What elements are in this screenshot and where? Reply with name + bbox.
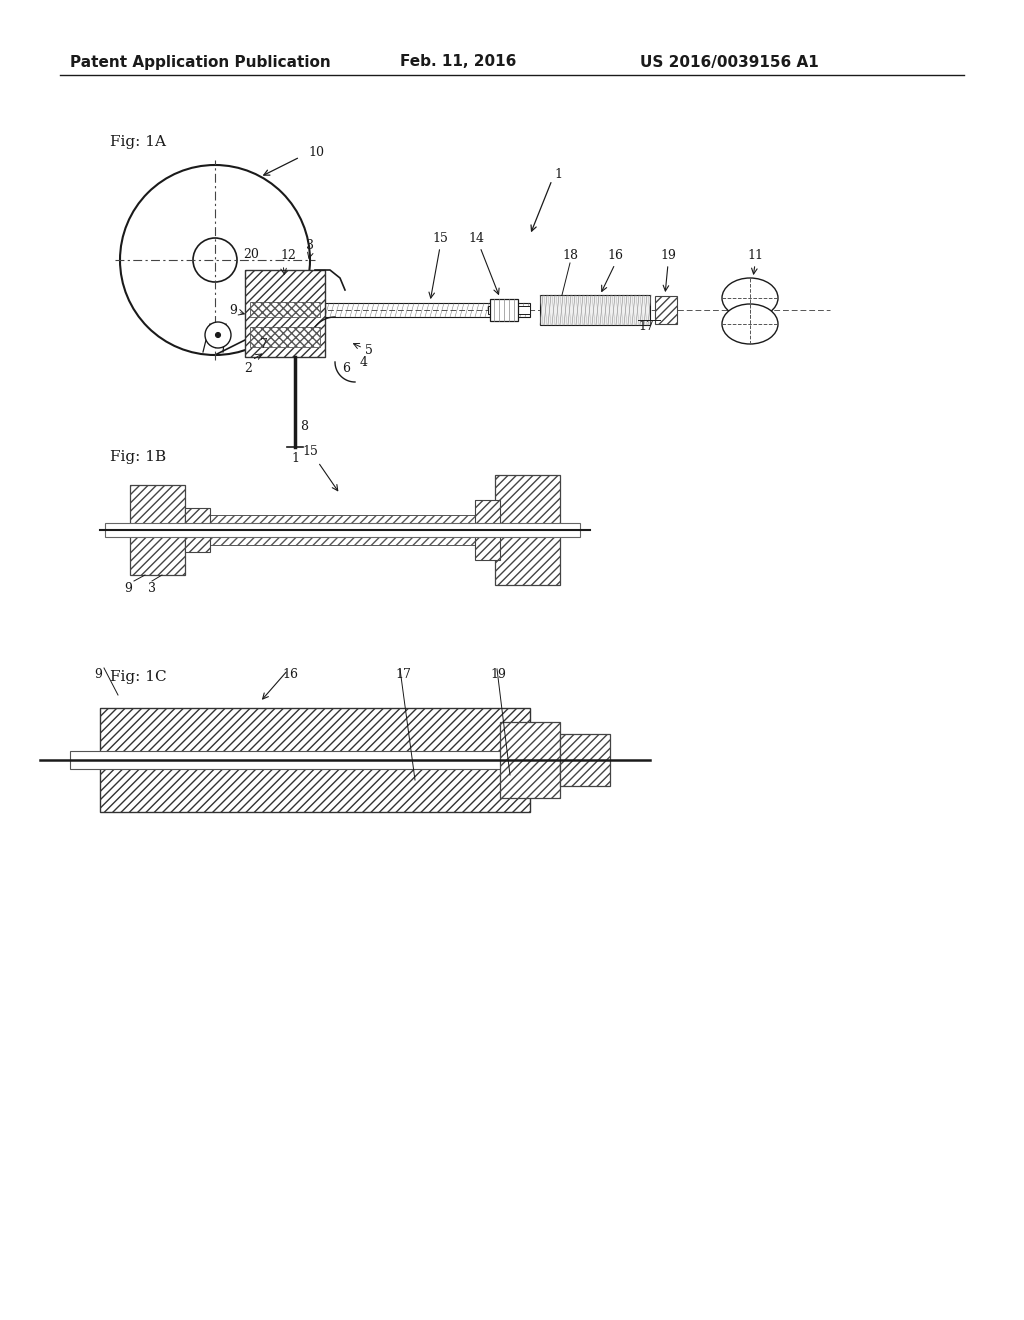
Text: US 2016/0039156 A1: US 2016/0039156 A1 <box>640 54 819 70</box>
Text: 3: 3 <box>306 239 314 252</box>
Text: Fig: 1C: Fig: 1C <box>110 671 167 684</box>
Text: 2: 2 <box>244 362 252 375</box>
Text: 11: 11 <box>746 249 763 261</box>
Text: 6: 6 <box>342 362 350 375</box>
Bar <box>190 515 520 545</box>
Bar <box>130 484 185 576</box>
Text: 9: 9 <box>94 668 102 681</box>
Bar <box>475 500 500 560</box>
Bar <box>185 508 210 552</box>
Text: 7: 7 <box>260 338 268 351</box>
Bar <box>250 327 319 347</box>
Text: 19: 19 <box>660 249 676 261</box>
Text: 3: 3 <box>148 582 156 595</box>
Ellipse shape <box>722 279 778 318</box>
Text: 4: 4 <box>360 355 368 368</box>
Bar <box>560 734 610 785</box>
Circle shape <box>205 322 231 348</box>
Bar <box>490 300 518 321</box>
Text: 15: 15 <box>432 232 447 246</box>
Text: 12: 12 <box>280 249 296 261</box>
Bar <box>185 508 210 552</box>
Text: 16: 16 <box>282 668 298 681</box>
Text: 17: 17 <box>638 319 654 333</box>
Text: Fig: 1A: Fig: 1A <box>110 135 166 149</box>
Text: Feb. 11, 2016: Feb. 11, 2016 <box>400 54 516 70</box>
Bar <box>250 327 319 347</box>
Text: 1: 1 <box>554 169 562 181</box>
Bar <box>250 302 319 317</box>
Bar <box>488 306 530 314</box>
Ellipse shape <box>722 304 778 345</box>
Bar <box>500 722 560 799</box>
Bar <box>540 294 650 325</box>
Bar <box>325 304 530 317</box>
Text: 20: 20 <box>243 248 259 261</box>
Bar <box>495 475 560 585</box>
Bar <box>245 271 325 356</box>
Text: 15: 15 <box>302 445 317 458</box>
Bar <box>495 475 560 585</box>
Circle shape <box>215 333 220 338</box>
Circle shape <box>120 165 310 355</box>
Bar <box>105 523 580 537</box>
Bar <box>70 751 600 770</box>
Bar <box>560 734 610 785</box>
Bar <box>245 271 325 356</box>
Bar <box>655 296 677 323</box>
Text: 8: 8 <box>300 421 308 433</box>
Text: 1: 1 <box>291 451 299 465</box>
Text: 14: 14 <box>468 232 484 246</box>
Bar <box>100 708 530 812</box>
Bar <box>130 484 185 576</box>
Bar <box>500 722 560 799</box>
Text: 5: 5 <box>365 343 373 356</box>
Text: 19: 19 <box>490 668 506 681</box>
Bar <box>250 302 319 317</box>
Bar <box>190 515 520 545</box>
Text: 16: 16 <box>607 249 623 261</box>
Text: 9: 9 <box>124 582 132 595</box>
Bar <box>475 500 500 560</box>
Text: 17: 17 <box>395 668 411 681</box>
Text: 18: 18 <box>562 249 578 261</box>
Bar <box>655 296 677 323</box>
Bar <box>100 708 530 812</box>
Circle shape <box>193 238 237 282</box>
Text: Fig: 1B: Fig: 1B <box>110 450 166 465</box>
Text: 9: 9 <box>229 304 237 317</box>
Text: Patent Application Publication: Patent Application Publication <box>70 54 331 70</box>
Text: 10: 10 <box>308 145 324 158</box>
